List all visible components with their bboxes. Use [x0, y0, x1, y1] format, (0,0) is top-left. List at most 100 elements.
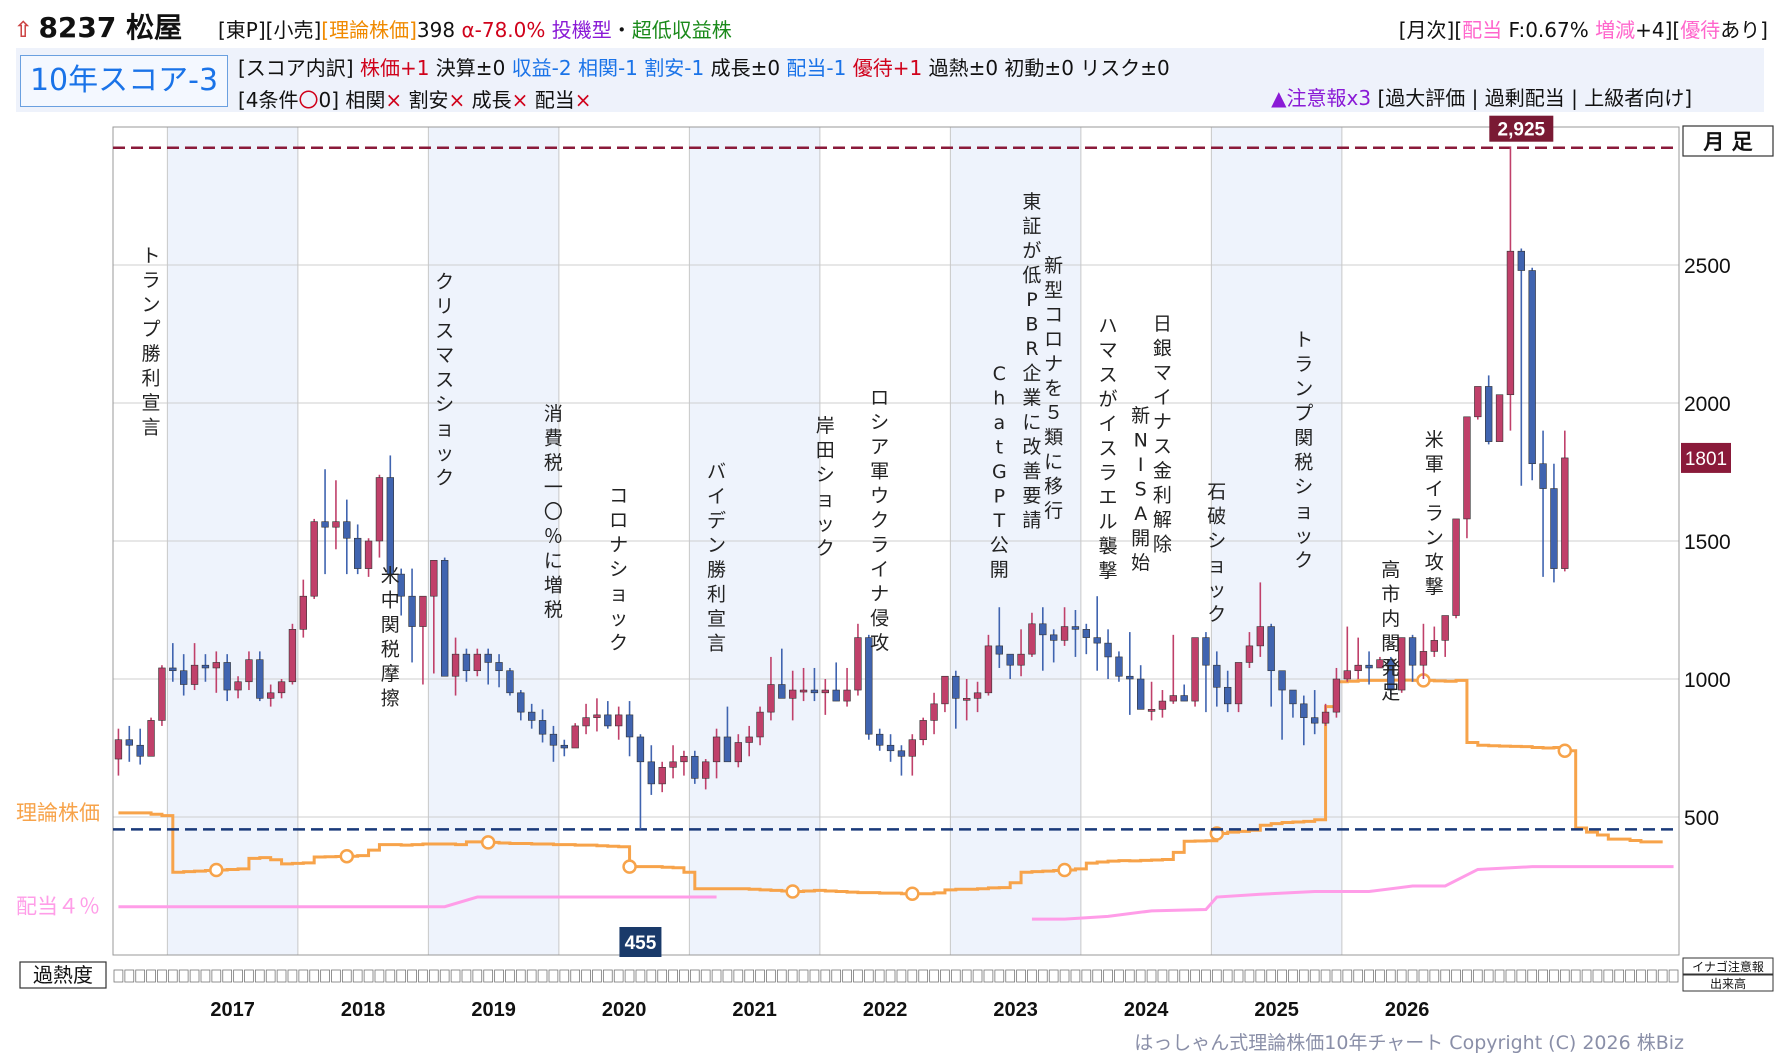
inago-box: [1682, 957, 1774, 975]
heat-cell: [1320, 969, 1331, 983]
heat-cell: [515, 969, 526, 983]
ten-year-score-badge: 10年スコア-3: [20, 55, 228, 107]
heat-cell: [1636, 969, 1646, 983]
heat-cell: [1048, 969, 1059, 983]
y-tick-500: 500: [1684, 807, 1719, 830]
candle-body: [810, 689, 819, 694]
heat-cell: [1364, 969, 1374, 983]
candle-body: [419, 595, 427, 627]
candle-body: [462, 653, 471, 672]
four-conditions-prefix: [4条件: [238, 88, 299, 112]
heat-cell: [309, 969, 320, 983]
candle-body: [995, 645, 1003, 655]
stock-title: ⇧ 8237 松屋: [14, 6, 182, 46]
four-conditions-count: 0]: [318, 88, 340, 112]
candle-body: [1376, 659, 1384, 669]
candle-body: [256, 659, 264, 699]
theory-axis-label: 理論株価: [16, 801, 100, 825]
heat-cell: [1342, 969, 1353, 983]
candle-body: [941, 675, 949, 705]
volume-label: 出来高: [1710, 976, 1746, 991]
heat-cell: [1657, 969, 1668, 983]
alpha-value: α-78.0%: [461, 18, 546, 42]
heat-cell: [1059, 969, 1070, 983]
heat-cell: [1614, 969, 1625, 983]
candle-body: [1039, 623, 1047, 636]
x-tick-2022: 2022: [863, 999, 908, 1021]
heat-cell: [624, 969, 635, 983]
candle-body: [495, 662, 503, 672]
heat-cell: [559, 969, 570, 983]
heat-cell: [842, 969, 852, 983]
min-price-badge: [619, 927, 662, 957]
heat-cell: [352, 969, 363, 983]
event-label-12: 新 N I S A 開始: [1131, 405, 1150, 574]
candle-body: [180, 670, 188, 685]
candle-body: [1539, 463, 1547, 489]
event-label-15: トランプ関税ショック: [1294, 329, 1313, 572]
heat-cell: [1527, 969, 1538, 983]
type-speculative: 投機型: [551, 18, 612, 42]
heat-cell: [1255, 969, 1266, 983]
heat-cell: [135, 969, 146, 983]
candle-body: [1213, 664, 1221, 688]
candle-body: [973, 692, 982, 699]
heat-cell: [689, 969, 700, 983]
theory-label: [理論株価]: [321, 18, 417, 42]
heat-cell: [1081, 969, 1092, 983]
candle-body: [647, 761, 655, 785]
candle-body: [1387, 659, 1395, 691]
candle-body: [386, 477, 394, 575]
heat-cell: [950, 969, 961, 983]
heat-cell: [1298, 969, 1309, 983]
heat-cell: [167, 969, 178, 983]
candle-body: [1278, 670, 1286, 691]
candle-body: [886, 744, 895, 752]
heat-cell: [581, 969, 591, 983]
candle-body: [506, 670, 514, 694]
candle-body: [1408, 637, 1417, 666]
heat-cell: [385, 969, 396, 983]
heat-cell: [341, 969, 352, 983]
heat-cell: [1592, 969, 1603, 983]
candle-body: [332, 521, 340, 528]
candle-body: [1169, 695, 1177, 702]
candle-body: [397, 573, 405, 597]
theory-marker: [209, 862, 224, 878]
market-tag: [東P][小売]: [218, 18, 322, 42]
score-item-5: 成長±0: [704, 56, 781, 80]
heat-cell: [1429, 969, 1440, 983]
score-item-4: 割安-1: [637, 56, 705, 80]
heat-cell: [1581, 969, 1592, 983]
candle-body: [158, 667, 166, 721]
heat-cell: [1114, 969, 1124, 983]
candle-body: [375, 477, 384, 542]
dividend-axis-label: 配当４％: [16, 895, 100, 919]
candle-body: [832, 689, 840, 702]
dividend-label: 配当: [1462, 18, 1503, 42]
score-item-7: 優待+1: [846, 56, 923, 80]
min-price-label: 455: [625, 933, 657, 954]
heat-cell: [200, 969, 211, 983]
candle-body: [604, 714, 612, 727]
candle-body: [484, 653, 492, 663]
heat-cell: [157, 969, 167, 983]
kanetsu-label: 過熱度: [33, 963, 93, 987]
heat-cell: [1549, 969, 1559, 983]
heat-cell: [1570, 969, 1581, 983]
heat-cell: [907, 969, 918, 983]
notice-triangle: ▲注意報x3: [1271, 86, 1372, 110]
candle-body: [1321, 711, 1330, 724]
heat-cell: [853, 969, 863, 983]
max-price-badge: [1489, 115, 1554, 142]
heat-cell: [766, 969, 776, 983]
candle-body: [1017, 653, 1025, 666]
candle-body: [451, 653, 460, 677]
heat-cell: [1244, 969, 1255, 983]
heat-cell: [1005, 969, 1016, 983]
heat-cell: [1201, 969, 1211, 983]
heat-cell: [124, 969, 135, 983]
candle-body: [1115, 656, 1123, 677]
event-label-4: コロナショック: [609, 485, 628, 654]
